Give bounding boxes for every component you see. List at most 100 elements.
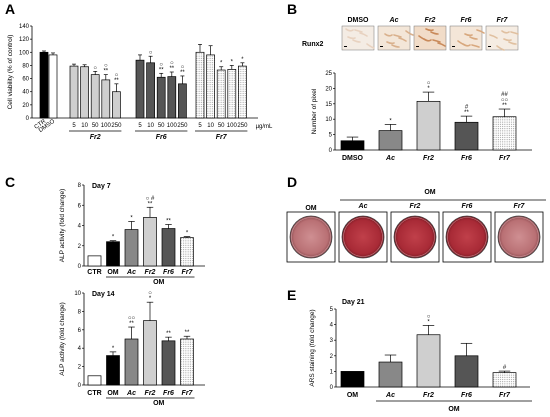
y-tick-label: 5 (329, 133, 333, 139)
stained-dish (393, 215, 437, 259)
bar (161, 340, 176, 386)
well-label: Fr7 (514, 203, 526, 210)
chart-e-ars-staining: 0 1 2 3 4 5 ARS staining (fold change) Day 21 OM… (309, 299, 532, 413)
stained-cell-fiber (386, 41, 395, 45)
significance-mark: ** (114, 78, 119, 84)
y-tick-label: 4 (330, 323, 334, 329)
significance-mark: * (112, 346, 115, 352)
stained-dish (289, 215, 333, 259)
significance-mark: ○ (93, 65, 97, 71)
dose-label: 50 (218, 123, 225, 129)
om-top-label: OM (424, 189, 435, 196)
y-tick-label: 2 (78, 244, 82, 250)
bar (143, 217, 157, 267)
y-tick-label: 10 (325, 117, 332, 123)
dose-label: 100 (167, 123, 178, 129)
stained-cell-fiber (489, 34, 498, 39)
bar (492, 116, 517, 151)
stained-cell-fiber (476, 29, 485, 34)
y-tick-label: 6 (78, 328, 82, 334)
dose-label: 10 (207, 123, 214, 129)
bar (124, 229, 139, 267)
chart-a-cell-viability: 0 20 40 60 80 100 120 140 Cell viability (% of c… (7, 24, 273, 141)
y-tick-label: 25 (325, 71, 332, 77)
panel-label-b: B (287, 1, 297, 17)
bar (227, 69, 237, 119)
bar (39, 51, 49, 119)
bar (143, 320, 157, 386)
bar (195, 51, 205, 119)
significance-mark: ** (169, 66, 174, 72)
y-tick-label: 20 (22, 103, 29, 109)
category-label: Fr2 (145, 269, 156, 276)
dose-label: 5 (198, 123, 202, 129)
bar (216, 69, 226, 119)
significance-mark: * (231, 59, 234, 65)
bar (492, 372, 517, 388)
significance-mark: ○ (115, 72, 119, 78)
bar (106, 355, 120, 386)
stained-cell-fiber (345, 28, 354, 32)
y-axis-label: Number of pixel (311, 88, 318, 134)
significance-mark: ** (185, 330, 190, 336)
panel-label-d: D (287, 174, 297, 190)
stained-cell-fiber (354, 29, 363, 33)
category-label: Fr2 (423, 392, 434, 399)
chart-c-day14-alp: 0 2 4 6 8 10 ALP activity (fold change) Day 14 C… (59, 291, 205, 407)
image-label: Fr6 (461, 17, 472, 24)
stained-cell-fiber (437, 42, 446, 47)
significance-mark: ○○ (501, 98, 509, 104)
significance-mark: ** (148, 201, 153, 207)
significance-mark: ** (464, 110, 469, 116)
significance-mark: ## (501, 92, 508, 98)
y-tick-label: 15 (325, 102, 332, 108)
day-label: Day 21 (342, 299, 365, 306)
unit-label: µg/mL (256, 124, 273, 130)
bar (48, 54, 58, 119)
bar (87, 375, 102, 386)
y-axis-label: ALP activity (fold change) (59, 302, 66, 376)
dose-label: 250 (177, 123, 188, 129)
y-tick-label: 6 (78, 203, 82, 209)
stained-dish (445, 215, 489, 259)
significance-mark: ** (166, 331, 171, 337)
y-tick-label: 100 (19, 50, 30, 56)
significance-mark: * (186, 231, 189, 237)
category-label: Fr2 (145, 390, 156, 397)
category-label: Fr2 (423, 155, 434, 162)
stained-cell-fiber (464, 33, 473, 37)
stained-cell-fiber (430, 31, 439, 35)
bar (340, 140, 365, 151)
y-tick-label: 80 (22, 63, 29, 69)
category-label: Fr7 (182, 390, 194, 397)
y-tick-label: 4 (78, 346, 82, 352)
stained-cell-fiber (398, 37, 407, 42)
stained-dish (497, 215, 541, 259)
dose-label: 100 (227, 123, 238, 129)
group-label: Fr6 (156, 134, 167, 141)
group-label: Fr7 (216, 134, 228, 141)
image-label: Fr2 (425, 17, 436, 24)
significance-mark: * (112, 235, 115, 241)
image-label: Fr7 (497, 17, 509, 24)
bar (146, 62, 155, 119)
ars-dish-panel: OM OM Ac Fr2 Fr6 Fr7 (286, 189, 546, 263)
category-label: DMSO (342, 155, 364, 162)
y-tick-label: 120 (19, 37, 30, 43)
bar (112, 91, 121, 119)
category-label: Fr6 (461, 155, 472, 162)
significance-mark: * (149, 296, 152, 302)
y-tick-label: 0 (26, 116, 30, 122)
dish-rim (343, 217, 383, 257)
stained-cell-fiber (418, 35, 427, 41)
category-label: CTR (87, 390, 101, 397)
significance-mark: ** (166, 218, 171, 224)
y-tick-label: 3 (330, 338, 334, 344)
day-label: Day 14 (92, 291, 115, 298)
bar (378, 130, 403, 151)
bar (416, 100, 441, 151)
y-tick-label: 10 (74, 291, 81, 297)
significance-mark: ○ (104, 63, 108, 69)
well-label: Fr2 (410, 203, 421, 210)
